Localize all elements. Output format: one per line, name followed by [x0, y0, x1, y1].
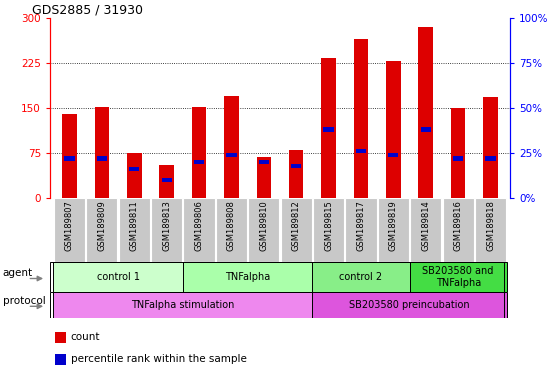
Bar — [312, 262, 410, 292]
Bar — [97, 156, 107, 161]
Bar — [55, 354, 66, 365]
Bar — [161, 178, 172, 182]
Bar — [289, 150, 304, 198]
Bar — [55, 332, 66, 343]
Bar — [483, 97, 498, 198]
Bar — [410, 262, 507, 292]
Text: count: count — [71, 333, 100, 343]
Text: GSM189814: GSM189814 — [421, 200, 430, 251]
Bar — [216, 198, 247, 262]
Text: GSM189810: GSM189810 — [259, 200, 268, 251]
Bar — [451, 108, 465, 198]
Bar — [119, 198, 150, 262]
Bar — [453, 156, 463, 161]
Bar — [224, 96, 239, 198]
Bar — [421, 127, 431, 132]
Text: percentile rank within the sample: percentile rank within the sample — [71, 354, 247, 364]
Bar — [281, 198, 312, 262]
Bar — [64, 156, 75, 161]
Text: GSM189816: GSM189816 — [454, 200, 463, 251]
Bar — [257, 157, 271, 198]
Bar — [248, 198, 280, 262]
Text: agent: agent — [2, 268, 32, 278]
Bar — [192, 107, 206, 198]
Bar — [321, 58, 336, 198]
Bar — [54, 198, 85, 262]
Bar — [194, 160, 204, 164]
Bar — [485, 156, 496, 161]
Bar — [418, 27, 433, 198]
Bar — [183, 262, 312, 292]
Text: control 1: control 1 — [97, 272, 140, 282]
Text: GSM189809: GSM189809 — [97, 200, 107, 251]
Bar — [378, 198, 409, 262]
Bar — [313, 198, 344, 262]
Text: GSM189815: GSM189815 — [324, 200, 333, 251]
Bar — [160, 165, 174, 198]
Bar — [345, 198, 377, 262]
Text: TNFalpha stimulation: TNFalpha stimulation — [131, 300, 234, 310]
Bar — [86, 198, 117, 262]
Text: control 2: control 2 — [339, 272, 383, 282]
Text: TNFalpha: TNFalpha — [225, 272, 270, 282]
Text: SB203580 and
TNFalpha: SB203580 and TNFalpha — [422, 266, 494, 288]
Bar — [312, 292, 507, 318]
Bar — [388, 153, 398, 157]
Text: protocol: protocol — [2, 296, 45, 306]
Text: GSM189806: GSM189806 — [195, 200, 204, 251]
Bar — [53, 292, 312, 318]
Text: GSM189813: GSM189813 — [162, 200, 171, 251]
Text: GSM189808: GSM189808 — [227, 200, 236, 251]
Text: GSM189817: GSM189817 — [357, 200, 365, 251]
Text: GSM189811: GSM189811 — [129, 200, 139, 251]
Bar — [129, 167, 140, 171]
Text: GSM189807: GSM189807 — [65, 200, 74, 251]
Bar — [291, 164, 301, 168]
Bar — [410, 198, 441, 262]
Bar — [227, 153, 237, 157]
Bar — [62, 114, 77, 198]
Bar — [354, 39, 368, 198]
Bar — [356, 149, 366, 153]
Text: GSM189818: GSM189818 — [486, 200, 495, 251]
Text: GSM189812: GSM189812 — [292, 200, 301, 251]
Text: SB203580 preincubation: SB203580 preincubation — [349, 300, 470, 310]
Bar — [475, 198, 506, 262]
Bar — [94, 107, 109, 198]
Bar — [442, 198, 474, 262]
Text: GDS2885 / 31930: GDS2885 / 31930 — [32, 4, 143, 17]
Bar — [324, 127, 334, 132]
Bar — [259, 160, 269, 164]
Bar — [386, 61, 401, 198]
Bar — [53, 262, 183, 292]
Bar — [151, 198, 182, 262]
Text: GSM189819: GSM189819 — [389, 200, 398, 251]
Bar — [184, 198, 215, 262]
Bar — [127, 153, 142, 198]
